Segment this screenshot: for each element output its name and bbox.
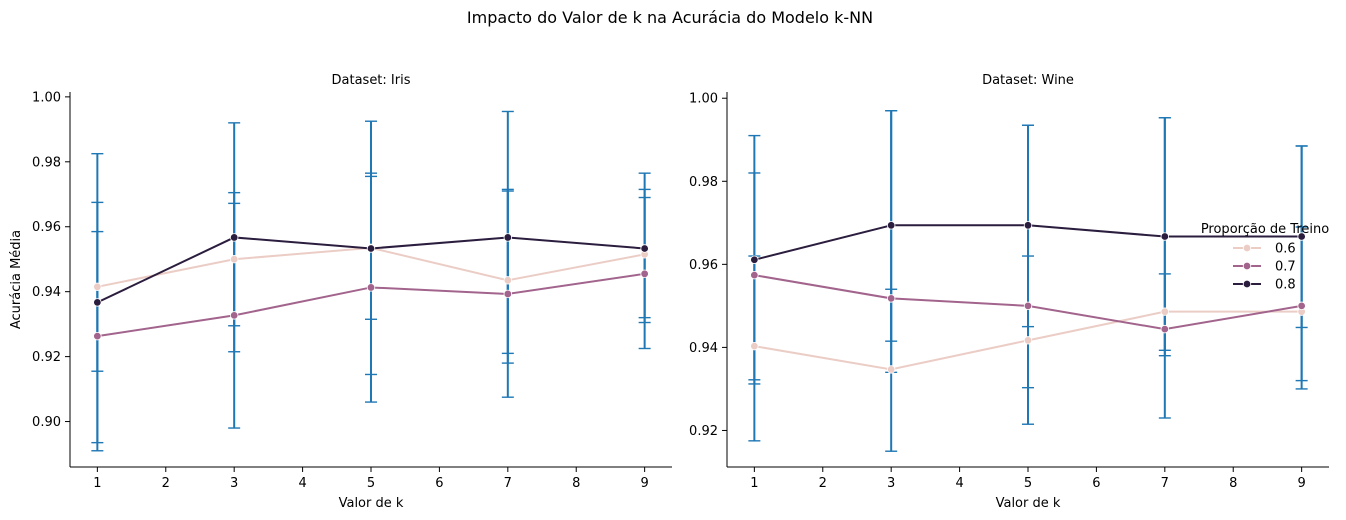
data-point-0.7 — [366, 283, 376, 292]
data-point-0.7 — [93, 331, 102, 341]
x-tick-label: 2 — [162, 476, 170, 491]
data-point-0.8 — [229, 233, 239, 242]
data-point-0.7 — [229, 311, 239, 320]
y-tick-label: 0.90 — [32, 415, 61, 430]
data-point-0.7 — [1297, 301, 1306, 311]
x-tick-label: 1 — [93, 476, 101, 491]
x-tick-label: 9 — [1297, 476, 1305, 491]
data-point-0.8 — [93, 298, 102, 307]
data-point-0.7 — [750, 270, 759, 280]
y-tick-label: 0.98 — [32, 155, 61, 170]
data-point-0.6 — [750, 341, 759, 351]
y-tick-label: 0.96 — [32, 220, 61, 235]
x-axis-label: Valor de k — [339, 496, 404, 511]
data-point-0.6 — [1160, 307, 1170, 316]
data-point-0.8 — [750, 255, 759, 264]
x-tick-label: 6 — [1092, 476, 1100, 491]
legend-marker-0.6 — [1242, 243, 1252, 253]
data-point-0.8 — [366, 244, 376, 253]
y-axis-label: Acurácia Média — [9, 230, 24, 329]
y-tick-label: 0.98 — [689, 175, 718, 190]
data-point-0.6 — [1023, 336, 1033, 345]
x-tick-label: 5 — [367, 476, 375, 491]
legend: Proporção de Treino 0.6 0.7 0.8 — [1201, 222, 1329, 293]
panel-title: Dataset: Iris — [332, 73, 411, 88]
x-tick-label: 4 — [298, 476, 306, 491]
x-tick-label: 6 — [435, 476, 443, 491]
y-tick-label: 1.00 — [32, 90, 61, 105]
x-axis-label: Valor de k — [996, 496, 1061, 511]
data-point-0.8 — [503, 233, 513, 242]
data-point-0.8 — [1297, 232, 1306, 241]
panel-wine: Dataset: Wine 1 2 3 4 5 6 7 8 9 0.92 0.94 0.96 0.98 1.… — [689, 73, 1329, 511]
y-tick-label: 0.94 — [689, 341, 718, 356]
data-point-0.6 — [229, 255, 239, 264]
legend-title: Proporção de Treino — [1201, 222, 1329, 237]
data-point-0.6 — [93, 282, 102, 292]
x-tick-label: 8 — [572, 476, 580, 491]
figure-suptitle: Impacto do Valor de k na Acurácia do Mod… — [467, 8, 873, 27]
y-tick-label: 0.94 — [32, 285, 61, 300]
y-tick-label: 0.92 — [689, 424, 718, 439]
data-point-0.8 — [640, 244, 649, 253]
y-tick-label: 0.96 — [689, 258, 718, 273]
data-point-0.7 — [1160, 324, 1170, 334]
y-tick-label: 1.00 — [689, 92, 718, 107]
y-tick-label: 0.92 — [32, 350, 61, 365]
data-point-0.7 — [1023, 301, 1033, 311]
legend-label-0.8: 0.8 — [1275, 278, 1296, 293]
data-point-0.8 — [886, 221, 896, 230]
x-tick-label: 8 — [1229, 476, 1237, 491]
x-tick-label: 2 — [819, 476, 827, 491]
legend-marker-0.8 — [1242, 279, 1252, 289]
data-point-0.7 — [640, 269, 649, 279]
data-point-0.7 — [503, 289, 513, 299]
legend-marker-0.7 — [1242, 261, 1252, 271]
x-tick-label: 7 — [504, 476, 512, 491]
data-point-0.8 — [1160, 232, 1170, 241]
data-point-0.6 — [503, 276, 513, 285]
panel-iris: Dataset: Iris 1 2 3 4 5 6 7 8 9 0.90 0.92 0.94 0.96 0.… — [9, 73, 672, 511]
legend-label-0.7: 0.7 — [1275, 260, 1296, 275]
x-tick-label: 7 — [1161, 476, 1169, 491]
legend-label-0.6: 0.6 — [1275, 242, 1296, 257]
x-tick-label: 3 — [230, 476, 238, 491]
x-tick-label: 5 — [1024, 476, 1032, 491]
x-tick-label: 1 — [750, 476, 758, 491]
x-tick-label: 3 — [887, 476, 895, 491]
x-tick-label: 9 — [640, 476, 648, 491]
data-point-0.7 — [886, 294, 896, 303]
data-point-0.6 — [886, 365, 896, 374]
panel-title: Dataset: Wine — [982, 73, 1074, 88]
x-tick-label: 4 — [955, 476, 963, 491]
data-point-0.8 — [1023, 221, 1033, 230]
